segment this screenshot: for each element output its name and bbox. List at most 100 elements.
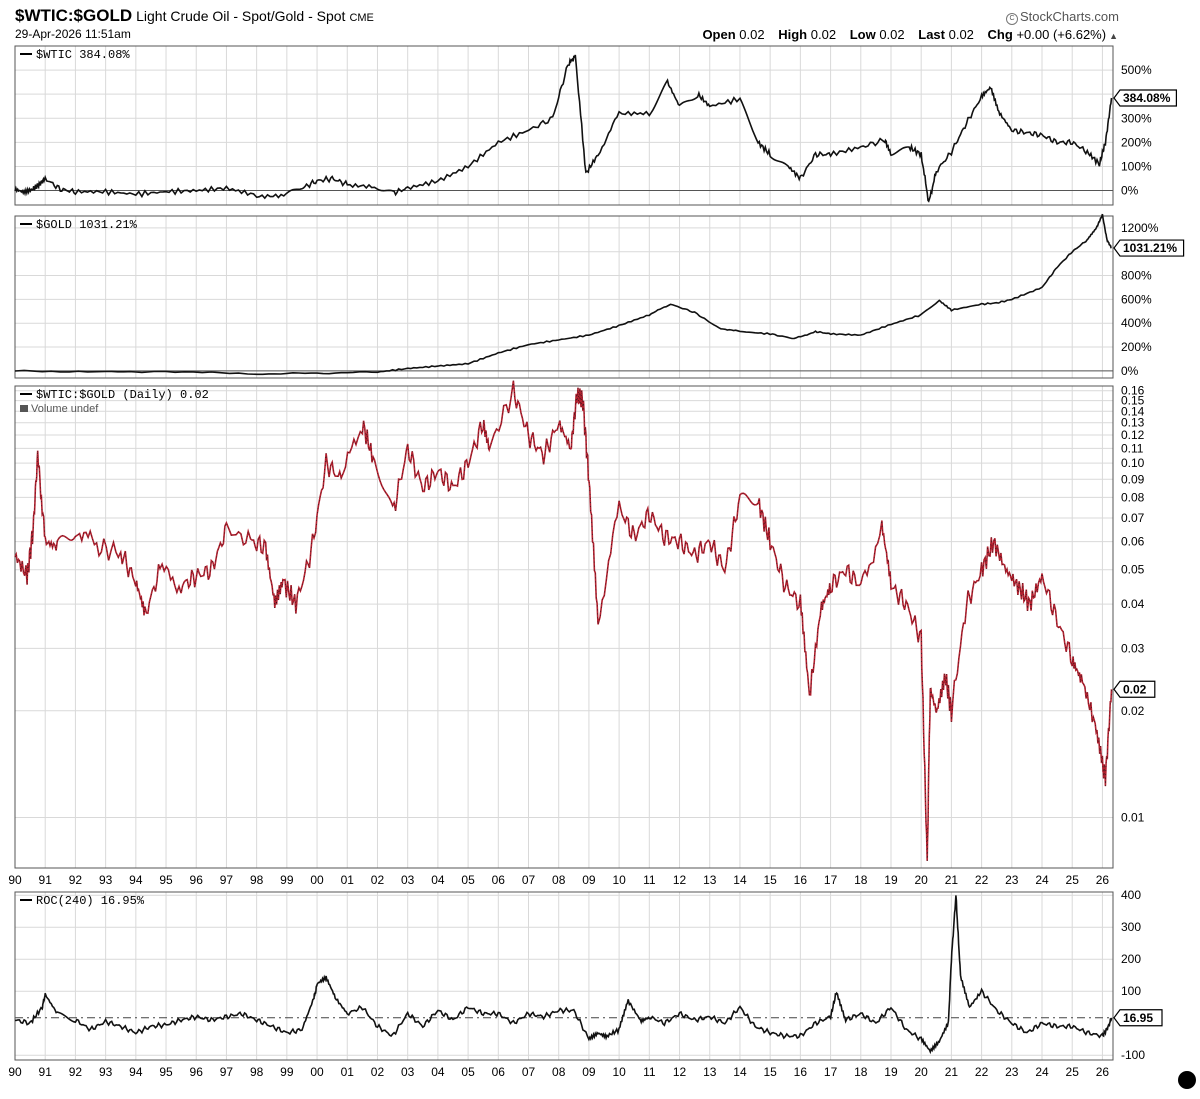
roc-xtick-label: 05 bbox=[461, 1065, 475, 1079]
wtic-last-value: 384.08% bbox=[1123, 91, 1171, 105]
gold-ytick-label: 800% bbox=[1121, 269, 1152, 283]
roc-xtick-label: 93 bbox=[99, 1065, 113, 1079]
ratio-xtick-label: 92 bbox=[69, 873, 83, 887]
roc-xtick-label: 10 bbox=[612, 1065, 626, 1079]
roc-xtick-label: 95 bbox=[159, 1065, 173, 1079]
ratio-xtick-label: 09 bbox=[582, 873, 596, 887]
roc-xtick-label: 94 bbox=[129, 1065, 143, 1079]
gold-frame bbox=[14, 215, 1114, 379]
last-value: 0.02 bbox=[948, 27, 974, 42]
last-label: Last bbox=[918, 27, 945, 42]
roc-xtick-label: 26 bbox=[1096, 1065, 1110, 1079]
roc-ytick-label: 100 bbox=[1121, 984, 1141, 998]
roc-xtick-label: 99 bbox=[280, 1065, 294, 1079]
exchange-label: CME bbox=[349, 12, 374, 24]
ratio-xtick-label: 14 bbox=[733, 873, 747, 887]
roc-xtick-label: 00 bbox=[310, 1065, 324, 1079]
wtic-legend: $WTIC 384.08% bbox=[36, 48, 130, 62]
brand-text: StockCharts.com bbox=[1020, 9, 1119, 24]
ratio-ytick-label: 0.14 bbox=[1121, 404, 1145, 418]
roc-xtick-label: 13 bbox=[703, 1065, 717, 1079]
ratio-ytick-label: 0.11 bbox=[1121, 441, 1144, 455]
ratio-last-value: 0.02 bbox=[1123, 682, 1147, 696]
ratio-series-bars bbox=[14, 380, 1112, 861]
ratio-xtick-label: 22 bbox=[975, 873, 989, 887]
ratio-xtick-label: 93 bbox=[99, 873, 113, 887]
ratio-xtick-label: 12 bbox=[673, 873, 687, 887]
roc-xtick-label: 21 bbox=[945, 1065, 959, 1079]
ratio-ytick-label: 0.16 bbox=[1121, 384, 1145, 398]
volume-icon bbox=[20, 405, 28, 412]
symbol-text: $WTIC:$GOLD bbox=[15, 6, 133, 25]
ratio-ytick-label: 0.02 bbox=[1121, 704, 1145, 718]
roc-xtick-label: 92 bbox=[69, 1065, 83, 1079]
roc-last-tag bbox=[1113, 1009, 1163, 1027]
copyright-icon: C bbox=[1006, 13, 1019, 25]
low-label: Low bbox=[849, 27, 876, 42]
ratio-xtick-label: 02 bbox=[371, 873, 385, 887]
roc-xtick-label: 22 bbox=[975, 1065, 989, 1079]
ratio-frame bbox=[14, 385, 1114, 869]
wtic-ytick-label: 100% bbox=[1121, 159, 1152, 173]
gold-last-value: 1031.21% bbox=[1123, 241, 1177, 255]
symbol-description: Light Crude Oil - Spot/Gold - Spot bbox=[136, 8, 346, 24]
wtic-ytick-label: 200% bbox=[1121, 135, 1152, 149]
ratio-ytick-label: 0.04 bbox=[1121, 597, 1145, 611]
roc-xtick-label: 12 bbox=[673, 1065, 687, 1079]
ratio-ytick-label: 0.06 bbox=[1121, 535, 1145, 549]
low-value: 0.02 bbox=[879, 27, 905, 42]
ratio-xtick-label: 01 bbox=[341, 873, 355, 887]
ratio-xtick-label: 15 bbox=[763, 873, 777, 887]
roc-xtick-label: 14 bbox=[733, 1065, 747, 1079]
roc-xtick-label: 91 bbox=[39, 1065, 53, 1079]
gold-ytick-label: 1200% bbox=[1121, 221, 1159, 235]
volume-note: Volume undef bbox=[31, 403, 99, 415]
ratio-xtick-label: 11 bbox=[643, 873, 656, 887]
roc-xtick-label: 19 bbox=[884, 1065, 898, 1079]
wtic-series-line bbox=[14, 54, 1113, 203]
open-label: Open bbox=[702, 27, 736, 42]
roc-xtick-label: 07 bbox=[522, 1065, 536, 1079]
ratio-ytick-label: 0.09 bbox=[1121, 472, 1145, 486]
ratio-ytick-label: 0.01 bbox=[1121, 810, 1145, 824]
ratio-xtick-label: 26 bbox=[1096, 873, 1110, 887]
roc-xtick-label: 23 bbox=[1005, 1065, 1019, 1079]
ratio-series-line bbox=[14, 380, 1113, 861]
ratio-xtick-label: 95 bbox=[159, 873, 173, 887]
ratio-xtick-label: 97 bbox=[220, 873, 234, 887]
ratio-xtick-label: 03 bbox=[401, 873, 415, 887]
roc-xtick-label: 09 bbox=[582, 1065, 596, 1079]
ratio-ytick-label: 0.13 bbox=[1121, 416, 1145, 430]
roc-xtick-label: 04 bbox=[431, 1065, 445, 1079]
ratio-xtick-label: 96 bbox=[190, 873, 204, 887]
ratio-ytick-label: 0.07 bbox=[1121, 511, 1145, 525]
wtic-ytick-label: 500% bbox=[1121, 63, 1152, 77]
ratio-xtick-label: 20 bbox=[915, 873, 929, 887]
brand-logo: C StockCharts.com bbox=[1006, 9, 1119, 25]
ratio-xtick-label: 24 bbox=[1035, 873, 1049, 887]
ratio-xtick-label: 04 bbox=[431, 873, 445, 887]
roc-xtick-label: 97 bbox=[220, 1065, 234, 1079]
chg-label: Chg bbox=[987, 27, 1013, 42]
ratio-xtick-label: 17 bbox=[824, 873, 838, 887]
roc-xtick-label: 90 bbox=[8, 1065, 22, 1079]
ohlc-readout: Open 0.02 High 0.02 Low 0.02 Last 0.02 C… bbox=[692, 27, 1118, 42]
ratio-xtick-label: 18 bbox=[854, 873, 868, 887]
roc-xtick-label: 02 bbox=[371, 1065, 385, 1079]
ratio-ytick-label: 0.08 bbox=[1121, 490, 1145, 504]
ratio-xtick-label: 00 bbox=[310, 873, 324, 887]
roc-last-value: 16.95 bbox=[1123, 1011, 1153, 1025]
record-dot-icon bbox=[1178, 1071, 1196, 1089]
roc-frame bbox=[14, 891, 1114, 1061]
ratio-xtick-label: 08 bbox=[552, 873, 566, 887]
ratio-xtick-label: 90 bbox=[8, 873, 22, 887]
roc-xtick-label: 98 bbox=[250, 1065, 264, 1079]
roc-xtick-label: 11 bbox=[643, 1065, 656, 1079]
high-value: 0.02 bbox=[810, 27, 837, 42]
open-value: 0.02 bbox=[739, 27, 765, 42]
ratio-ytick-label: 0.12 bbox=[1121, 428, 1145, 442]
roc-xtick-label: 18 bbox=[854, 1065, 868, 1079]
ratio-xtick-label: 10 bbox=[612, 873, 626, 887]
roc-xtick-label: 16 bbox=[794, 1065, 808, 1079]
